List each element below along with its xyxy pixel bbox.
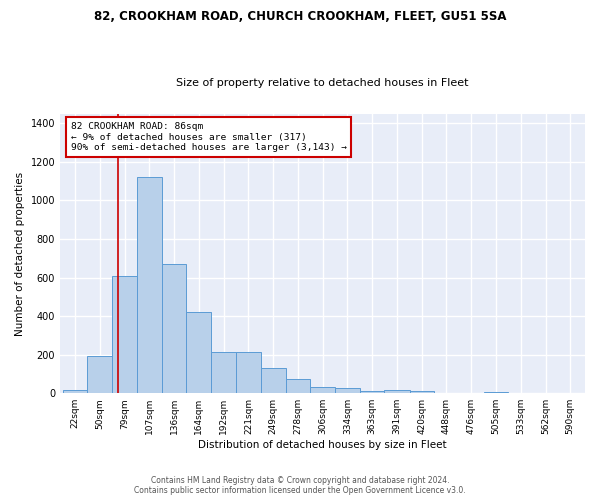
Bar: [137, 178, 162, 393]
Y-axis label: Number of detached properties: Number of detached properties: [15, 172, 25, 336]
Text: 82 CROOKHAM ROAD: 86sqm
← 9% of detached houses are smaller (317)
90% of semi-de: 82 CROOKHAM ROAD: 86sqm ← 9% of detached…: [71, 122, 347, 152]
Bar: [310, 387, 335, 393]
Bar: [410, 392, 434, 393]
Bar: [112, 276, 137, 393]
Bar: [87, 356, 112, 393]
Bar: [260, 368, 286, 393]
X-axis label: Distribution of detached houses by size in Fleet: Distribution of detached houses by size …: [198, 440, 447, 450]
Bar: [187, 312, 211, 393]
Bar: [286, 379, 310, 393]
Bar: [335, 388, 360, 393]
Text: Contains HM Land Registry data © Crown copyright and database right 2024.
Contai: Contains HM Land Registry data © Crown c…: [134, 476, 466, 495]
Bar: [385, 390, 410, 393]
Bar: [162, 264, 187, 393]
Text: 82, CROOKHAM ROAD, CHURCH CROOKHAM, FLEET, GU51 5SA: 82, CROOKHAM ROAD, CHURCH CROOKHAM, FLEE…: [94, 10, 506, 23]
Bar: [484, 392, 508, 393]
Bar: [360, 391, 385, 393]
Title: Size of property relative to detached houses in Fleet: Size of property relative to detached ho…: [176, 78, 469, 88]
Bar: [211, 352, 236, 393]
Bar: [62, 390, 87, 393]
Bar: [236, 352, 260, 393]
